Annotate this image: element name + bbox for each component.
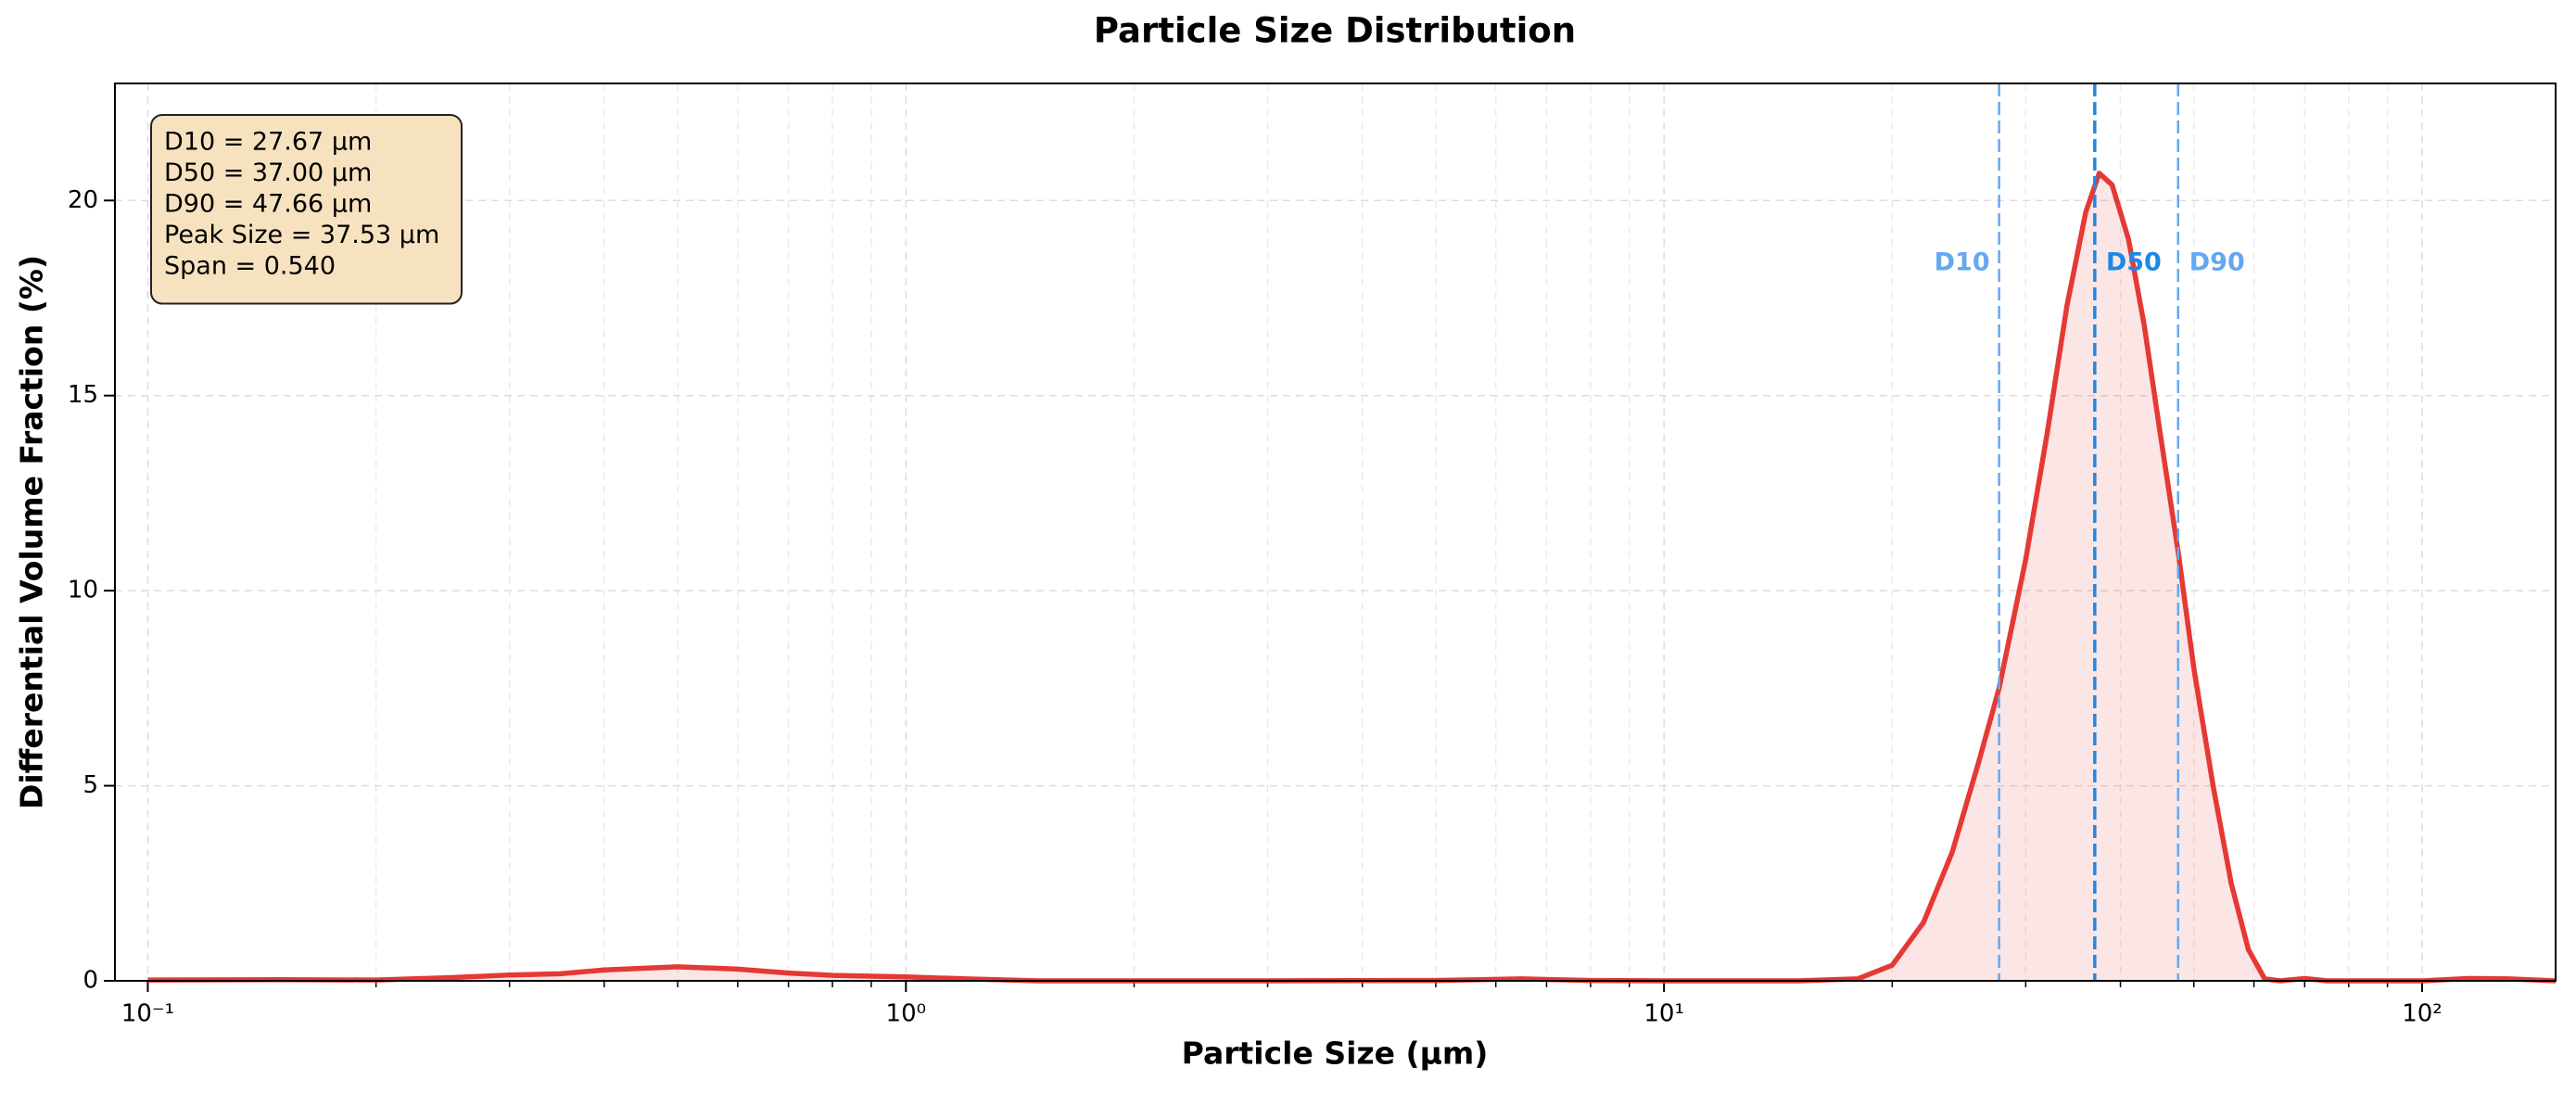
chart-title: Particle Size Distribution xyxy=(1094,11,1576,51)
y-tick-label: 20 xyxy=(68,186,98,214)
y-tick-label: 5 xyxy=(82,771,98,799)
y-tick-label: 0 xyxy=(82,967,98,995)
x-tick-label: 10¹ xyxy=(1643,1000,1684,1028)
y-tick-label: 10 xyxy=(68,577,98,604)
line xyxy=(147,171,2557,984)
plot-frame xyxy=(114,83,2557,982)
annotation-text: D10 = 27.67 μm xyxy=(164,128,372,157)
x-tick-label: 10⁻¹ xyxy=(121,1000,174,1028)
marker-label: D90 xyxy=(2189,248,2245,277)
marker-label: D10 xyxy=(1935,248,1990,277)
x-tick-label: 10⁰ xyxy=(886,1000,927,1028)
x-tick-label: 10² xyxy=(2402,1000,2443,1028)
area xyxy=(147,172,2557,982)
x-axis-label: Particle Size (μm) xyxy=(1182,1036,1489,1072)
annotation-text: D90 = 47.66 μm xyxy=(164,190,372,219)
annotation-text: Peak Size = 37.53 μm xyxy=(164,221,439,249)
y-tick-label: 15 xyxy=(68,381,98,409)
marker-label: D50 xyxy=(2106,248,2162,277)
y-axis-label: Differential Volume Fraction (%) xyxy=(14,255,50,809)
annotation-text: D50 = 37.00 μm xyxy=(164,159,372,187)
annotation-box xyxy=(150,114,463,305)
annotation-text: Span = 0.540 xyxy=(164,252,336,281)
